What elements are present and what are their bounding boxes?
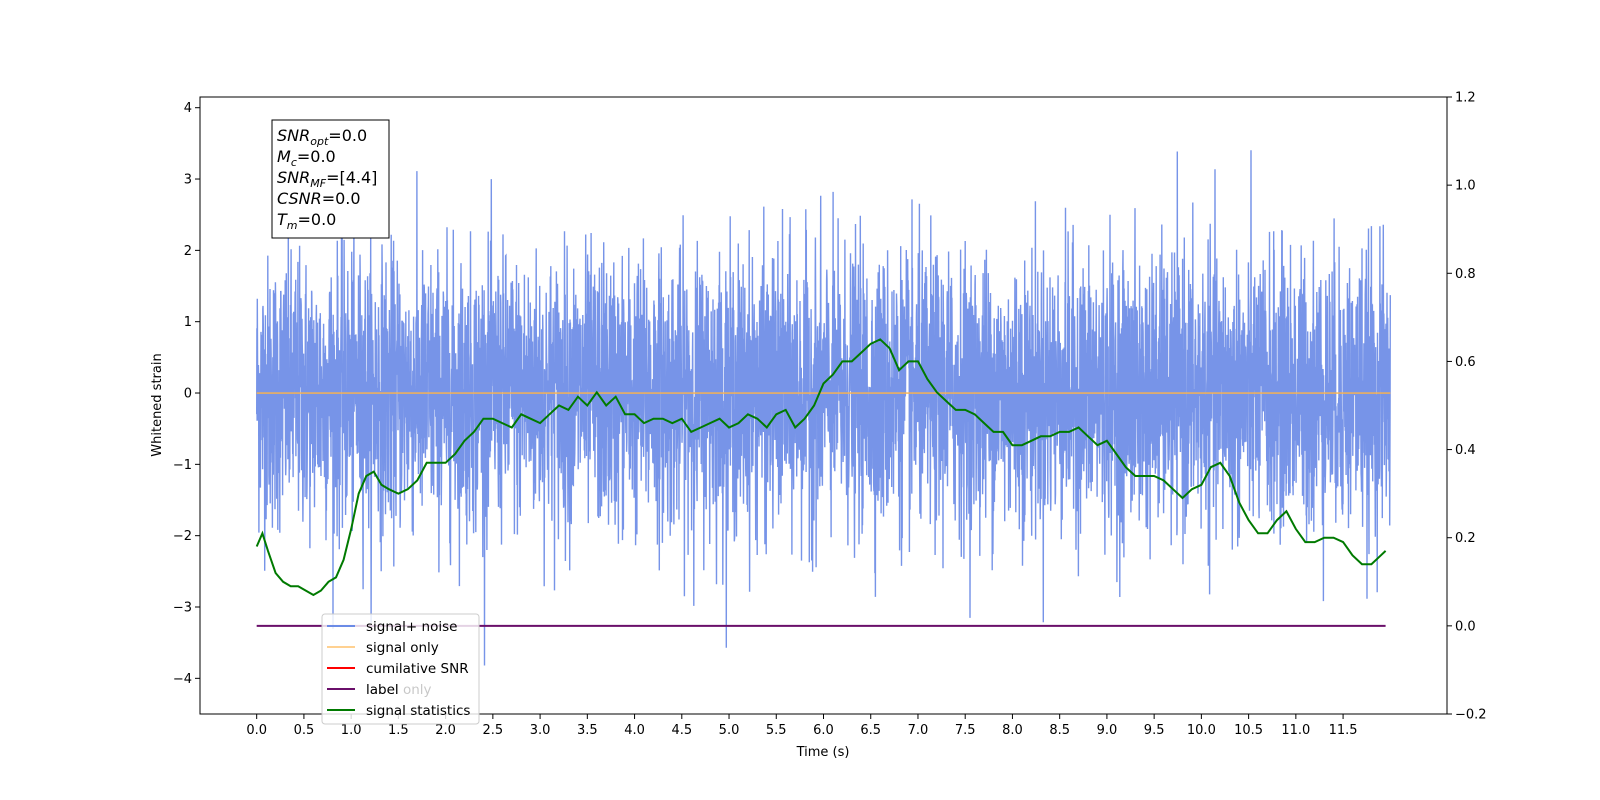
x-tick-label: 0.0 bbox=[246, 723, 267, 738]
y2-tick-label: −0.2 bbox=[1455, 708, 1487, 723]
x-tick-label: 5.5 bbox=[766, 723, 787, 738]
annotation-line: Mc=0.0 bbox=[277, 147, 336, 169]
x-tick-label: 11.0 bbox=[1281, 723, 1310, 738]
y-tick-label: 1 bbox=[184, 315, 192, 330]
y2-tick-label: 0.2 bbox=[1455, 531, 1476, 546]
legend: signal+ noise signal only cumilative SNR la… bbox=[321, 613, 480, 725]
x-tick-label: 8.0 bbox=[1002, 723, 1023, 738]
x-tick-label: 11.5 bbox=[1329, 723, 1358, 738]
x-tick-label: 9.5 bbox=[1144, 723, 1165, 738]
annotation-line: Tm=0.0 bbox=[277, 210, 336, 232]
y2-tick-label: 0.8 bbox=[1455, 267, 1476, 282]
x-tick-label: 10.5 bbox=[1234, 723, 1263, 738]
y-axis-label: Whitened strain bbox=[150, 353, 165, 456]
annotation-line: SNRopt=0.0 bbox=[277, 126, 367, 148]
legend-frame bbox=[321, 613, 480, 725]
x-axis-label: Time (s) bbox=[796, 745, 850, 760]
y-tick-label: −2 bbox=[173, 529, 192, 544]
x-tick-label: 1.5 bbox=[388, 723, 409, 738]
annotation-line: CSNR=0.0 bbox=[277, 189, 361, 208]
y-tick-label: 3 bbox=[184, 173, 192, 188]
x-tick-label: 3.5 bbox=[577, 723, 598, 738]
x-tick-label: 6.5 bbox=[860, 723, 881, 738]
y-tick-label: −1 bbox=[173, 458, 192, 473]
x-tick-label: 1.0 bbox=[341, 723, 362, 738]
y-tick-label: 4 bbox=[184, 101, 192, 116]
x-tick-label: 4.5 bbox=[671, 723, 692, 738]
annotation-line: SNRMF=[4.4] bbox=[277, 168, 377, 190]
x-tick-label: 10.0 bbox=[1187, 723, 1216, 738]
series-signal-noise bbox=[256, 150, 1391, 666]
y2-tick-label: 0.0 bbox=[1455, 619, 1476, 634]
y-tick-label: 0 bbox=[184, 387, 192, 402]
legend-entry-label: cumilative SNR bbox=[366, 661, 469, 677]
y-tick-label: −4 bbox=[173, 672, 192, 687]
y2-tick-label: 1.0 bbox=[1455, 179, 1476, 194]
y2-tick-label: 0.4 bbox=[1455, 443, 1476, 458]
x-tick-label: 4.0 bbox=[624, 723, 645, 738]
x-tick-label: 8.5 bbox=[1049, 723, 1070, 738]
x-tick-label: 6.0 bbox=[813, 723, 834, 738]
x-tick-label: 2.5 bbox=[483, 723, 504, 738]
y2-tick-label: 1.2 bbox=[1455, 91, 1476, 106]
annotation-frame bbox=[271, 119, 390, 239]
legend-entry-label: signal only bbox=[366, 640, 439, 656]
y-tick-label: 2 bbox=[184, 244, 192, 259]
y-tick-label: −3 bbox=[173, 601, 192, 616]
legend-ghost-text: label only bbox=[366, 682, 432, 698]
x-tick-label: 5.0 bbox=[719, 723, 740, 738]
legend-entry-label: signal+ noise bbox=[366, 619, 457, 635]
x-tick-label: 9.0 bbox=[1097, 723, 1118, 738]
axis-ticks: 0.0 0.5 1.0 1.5 2.0 2.5 3.0 3.5 4.0 4.5 5.0 5.5 6.0 6… bbox=[173, 91, 1487, 739]
y2-tick-label: 0.6 bbox=[1455, 355, 1476, 370]
legend-entry-label: label bbox=[366, 682, 399, 698]
x-tick-label: 0.5 bbox=[294, 723, 315, 738]
x-tick-label: 3.0 bbox=[530, 723, 551, 738]
legend-entry-label: signal statistics bbox=[366, 703, 470, 719]
x-tick-label: 7.0 bbox=[908, 723, 929, 738]
x-tick-label: 7.5 bbox=[955, 723, 976, 738]
x-tick-label: 2.0 bbox=[435, 723, 456, 738]
series-signal-statistics bbox=[255, 338, 1387, 597]
